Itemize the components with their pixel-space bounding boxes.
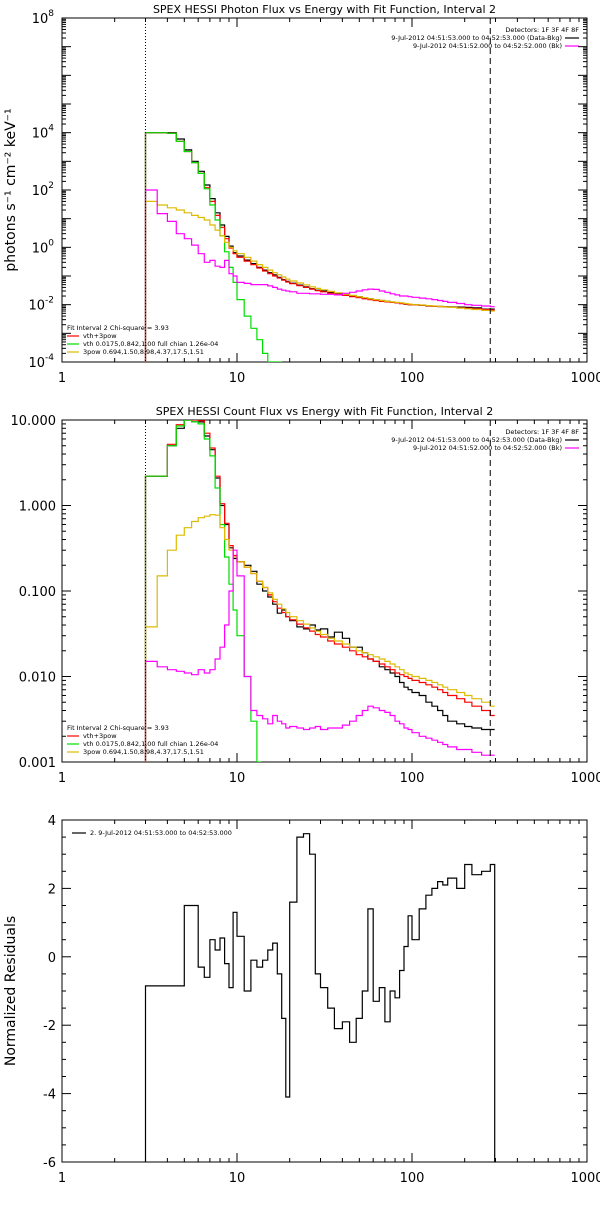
fit-legend-entry: 3pow 0.694,1.50,8.98,4.37,17.5,1.51 bbox=[83, 348, 204, 356]
chart-panel-3: 1 10 100 1000 -6 -4 -2 0 2 4 Normalized Residuals 2… bbox=[3, 814, 600, 1186]
fit-legend-entry: vth 0.0175,0.842,1.00 full chian 1.26e-0… bbox=[83, 740, 218, 748]
plot-frame bbox=[62, 18, 587, 362]
y-tick-label: 10.000 bbox=[11, 414, 57, 429]
plot-frame bbox=[62, 420, 587, 762]
y-axis-label: Normalized Residuals bbox=[3, 916, 19, 1066]
y-tick-label: -4 bbox=[43, 1088, 56, 1103]
y-tick-label: 102 bbox=[32, 181, 54, 199]
legend-header: Detectors: 1F 3F 4F 8F bbox=[505, 26, 579, 34]
series-line-4 bbox=[146, 201, 495, 362]
y-axis-label: photons s⁻¹ cm⁻² keV⁻¹ bbox=[3, 108, 19, 271]
x-tick-label: 1000 bbox=[570, 1171, 600, 1186]
legend-header: Detectors: 1F 3F 4F 8F bbox=[505, 428, 579, 436]
y-tick-label: 10-2 bbox=[28, 296, 54, 314]
x-tick-label: 10 bbox=[229, 1171, 246, 1186]
chart-panel-2: SPEX HESSI Count Flux vs Energy with Fit… bbox=[11, 405, 600, 786]
x-tick-label: 1000 bbox=[570, 371, 600, 386]
fit-legend-entry: vth+3pow bbox=[83, 332, 117, 340]
x-tick-label: 100 bbox=[400, 371, 425, 386]
y-tick-label: 0.100 bbox=[19, 585, 56, 600]
y-tick-label: 0 bbox=[48, 951, 56, 966]
y-tick-label: 2 bbox=[48, 882, 56, 897]
y-tick-label: 108 bbox=[32, 9, 55, 27]
y-tick-label: -2 bbox=[43, 1019, 56, 1034]
series-line-5 bbox=[146, 550, 495, 762]
series-line-1 bbox=[146, 834, 495, 1162]
x-tick-label: 1 bbox=[58, 371, 66, 386]
y-tick-label: 4 bbox=[48, 814, 56, 829]
x-tick-label: 1 bbox=[58, 771, 66, 786]
x-tick-label: 10 bbox=[229, 371, 246, 386]
x-tick-label: 1 bbox=[58, 1171, 66, 1186]
y-tick-label: 0.010 bbox=[19, 671, 56, 686]
fit-legend-header: Fit Interval 2 Chi-square = 3.93 bbox=[67, 324, 169, 332]
fit-legend-entry: 3pow 0.694,1.50,8.98,4.37,17.5,1.51 bbox=[83, 748, 204, 756]
legend-entry: 9-Jul-2012 04:51:53.000 to 04:52:53.000 … bbox=[391, 436, 562, 444]
y-tick-label: -6 bbox=[43, 1156, 56, 1171]
chart-title: SPEX HESSI Count Flux vs Energy with Fit… bbox=[156, 405, 493, 418]
x-tick-label: 100 bbox=[400, 1171, 425, 1186]
chart-title: SPEX HESSI Photon Flux vs Energy with Fi… bbox=[153, 3, 496, 16]
y-tick-label: 10-4 bbox=[28, 353, 54, 371]
y-tick-label: 104 bbox=[32, 124, 55, 142]
fit-legend-entry: vth 0.0175,0.842,1.00 full chian 1.26e-0… bbox=[83, 340, 218, 348]
y-tick-label: 0.001 bbox=[19, 756, 56, 771]
legend-entry: 9-Jul-2012 04:51:53.000 to 04:52:53.000 … bbox=[391, 34, 562, 42]
plot-frame bbox=[62, 820, 587, 1162]
x-tick-label: 1000 bbox=[570, 771, 600, 786]
series-line-1 bbox=[146, 420, 495, 762]
x-tick-label: 100 bbox=[400, 771, 425, 786]
y-tick-label: 1.000 bbox=[19, 500, 56, 515]
legend-entry: 9-Jul-2012 04:51:52.000 to 04:52:52.000 … bbox=[413, 42, 562, 50]
series-line-4 bbox=[146, 515, 495, 762]
residual-legend-entry: 2. 9-Jul-2012 04:51:53.000 to 04:52:53.0… bbox=[90, 829, 232, 837]
y-tick-label: 100 bbox=[32, 238, 55, 256]
fit-legend-entry: vth+3pow bbox=[83, 732, 117, 740]
chart-panel-1: SPEX HESSI Photon Flux vs Energy with Fi… bbox=[3, 3, 600, 386]
fit-legend-header: Fit Interval 2 Chi-square = 3.93 bbox=[67, 724, 169, 732]
x-tick-label: 10 bbox=[229, 771, 246, 786]
legend-entry: 9-Jul-2012 04:51:52.000 to 04:52:52.000 … bbox=[413, 444, 562, 452]
